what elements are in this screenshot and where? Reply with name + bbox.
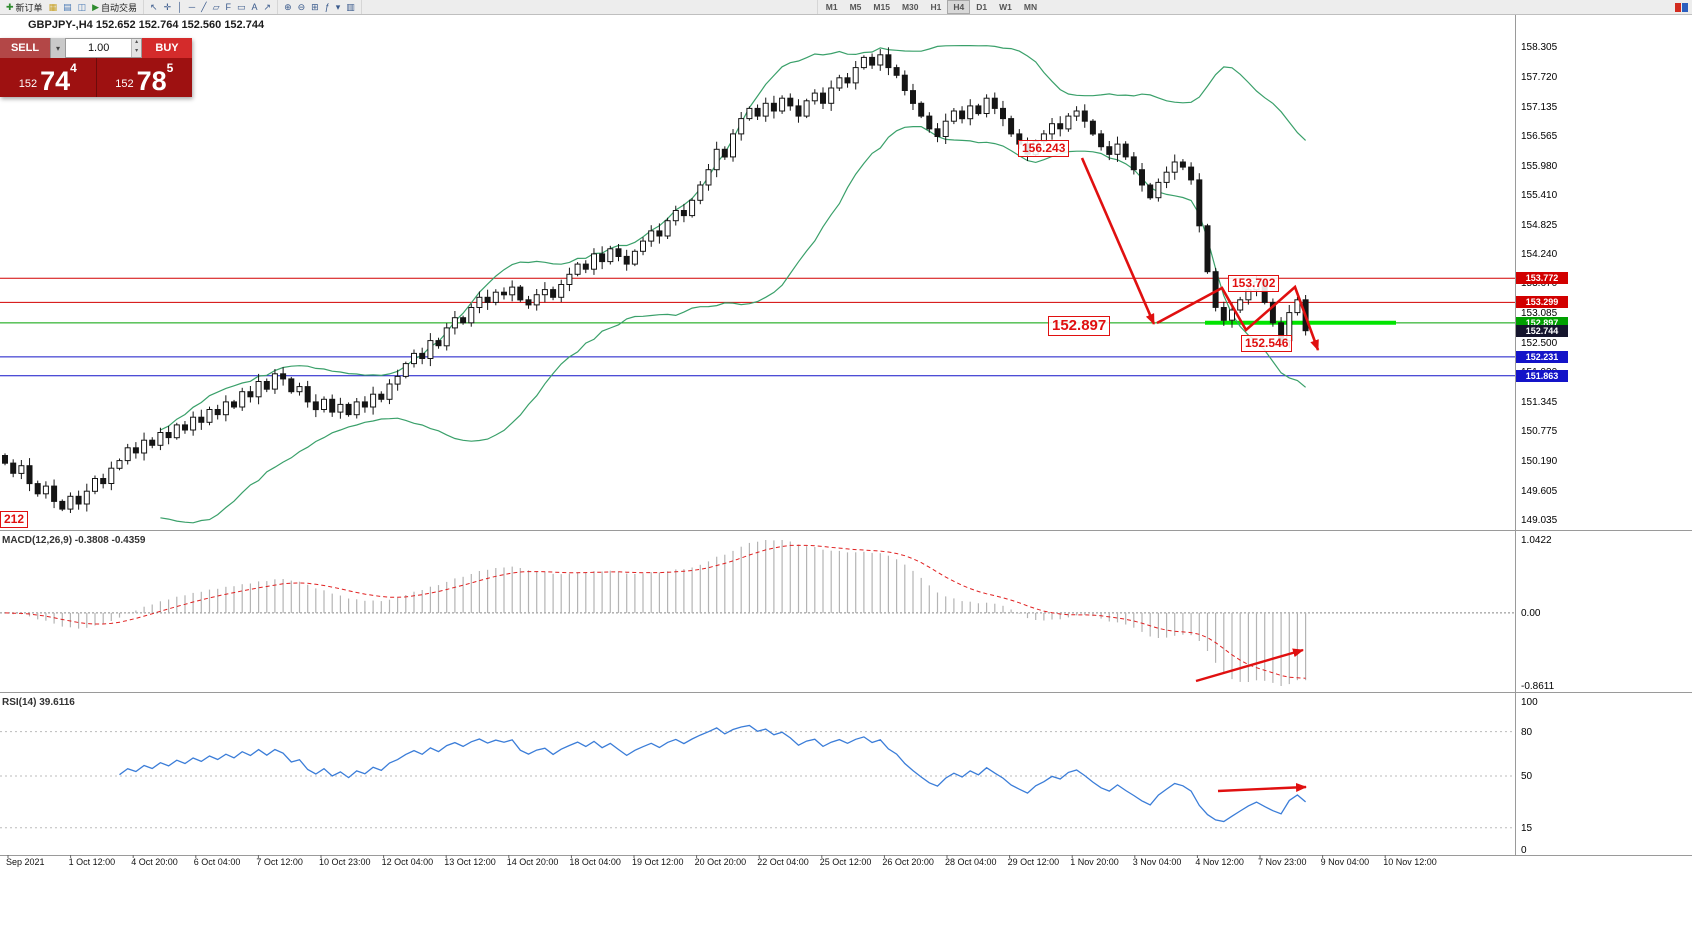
macd-trend-arrow[interactable] [1195,648,1304,683]
fibonacci-icon[interactable]: F [223,1,235,14]
auto-trading-label: 自动交易 [101,2,138,13]
timeframe-m15[interactable]: M15 [873,2,890,12]
rsi-line [119,724,1307,823]
zoom-in-icon: ⊕ [284,1,292,12]
chart-title: GBPJPY-,H4 152.652 152.764 152.560 152.7… [28,19,265,31]
zoom-out-icon[interactable]: ⊖ [295,1,309,14]
sell-button-label: SELL [10,42,40,54]
volume-decrease-button[interactable]: ▾ [135,48,139,54]
profiles-icon: ▤ [63,1,72,12]
timeframe-mn[interactable]: MN [1023,2,1038,12]
buy-price-prefix: 152 [115,78,134,90]
timeframe-m1[interactable]: M1 [825,2,838,12]
macd-signal-line [4,544,1306,679]
arrow-tool-icon: ↗ [263,1,272,12]
trendline-icon[interactable]: ╱ [198,1,209,14]
timeframe-h4[interactable]: H4 [947,0,971,14]
market-watch-icon: ◫ [77,1,87,12]
indicators-icon: ƒ [324,1,330,12]
rsi-label: RSI(14) 39.6116 [2,697,75,708]
timeframe-toolbar: M1 M5 M15 M30 H1 H4 D1 W1 MN [816,0,1045,14]
horizontal-line-icon[interactable]: ─ [186,1,198,14]
volume-input[interactable] [66,39,132,57]
fibonacci-icon: F [225,1,232,12]
bollinger-lower-band [160,126,1306,524]
tile-windows-icon[interactable]: ⊞ [308,1,322,14]
buy-price-button[interactable]: 152 78 5 [97,58,193,97]
trend-arrow[interactable] [1080,157,1156,325]
candlestick-series [2,47,1309,513]
profiles-icon[interactable]: ▤ [60,1,75,14]
sell-price-pip: 4 [70,61,77,75]
one-click-trading-panel: SELL ▾ ▴ ▾ BUY 152 74 4 152 78 5 [0,38,192,97]
trend-arrow[interactable] [1156,284,1320,351]
vertical-line-icon[interactable]: │ [174,1,186,14]
zoom-in-icon[interactable]: ⊕ [281,1,295,14]
buy-button-label: BUY [155,42,179,54]
toolbar-button-groups: ✚ 新订单 ▦ ▤ ◫ ▶ 自动交易 ↖ ✛ │ ─ ╱ ▱ F ▭ A ↗ ⊕ ⊖ ⊞ ƒ ▾ ▥ [0,0,362,14]
arrow-tool-icon[interactable]: ↗ [261,1,275,14]
volume-field: ▴ ▾ [65,38,142,58]
new-order-label: 新订单 [15,2,43,13]
volume-increase-button[interactable]: ▴ [135,39,139,45]
indicators-icon[interactable]: ƒ [322,1,333,14]
equidistant-channel-icon: ▱ [212,1,220,12]
sell-price-prefix: 152 [18,78,38,90]
sell-price-big: 74 [40,66,71,96]
equidistant-channel-icon[interactable]: ▱ [210,1,223,14]
rsi-trend-arrow[interactable] [1217,782,1307,793]
timeframe-m5[interactable]: M5 [849,2,862,12]
main-toolbar: ✚ 新订单 ▦ ▤ ◫ ▶ 自动交易 ↖ ✛ │ ─ ╱ ▱ F ▭ A ↗ ⊕ ⊖ ⊞ ƒ ▾ ▥ M1 M5 M15 M30 H… [0,0,1692,15]
charts-grid-icon: ▦ [48,1,58,12]
toolbar-group: ✚ 新订单 ▦ ▤ ◫ ▶ 自动交易 [0,0,145,14]
trade-panel-top-row: SELL ▾ ▴ ▾ BUY [0,38,192,58]
chevron-down-icon: ▾ [55,43,60,53]
macd-plot[interactable] [0,540,1515,686]
cursor-icon[interactable]: ↖ [147,1,161,14]
vertical-line-icon: │ [177,1,183,12]
templates-icon[interactable]: ▥ [343,1,358,14]
zoom-out-icon: ⊖ [297,1,306,12]
text-label-icon[interactable]: A [249,1,261,14]
price-plot[interactable] [0,45,1515,524]
buy-price-pip: 5 [166,61,174,75]
crosshair-icon: ✛ [163,1,172,12]
metatrader-logo-icon [1675,2,1688,12]
new-order-icon: ✚ [6,1,14,12]
timeframe-d1[interactable]: D1 [976,2,988,12]
sell-price-button[interactable]: 152 74 4 [0,58,97,97]
rsi-plot[interactable] [0,724,1515,829]
new-order-button[interactable]: ✚ 新订单 [3,1,46,14]
horizontal-line-icon: ─ [188,1,196,12]
auto-trading-icon: ▶ [92,1,100,12]
templates-icon: ▥ [346,1,355,12]
timeframe-h1[interactable]: H1 [930,2,942,12]
trendline-icon: ╱ [201,1,207,12]
buy-price-big: 78 [136,66,167,96]
charts-grid-icon[interactable]: ▦ [46,1,61,14]
shapes-icon: ▭ [237,1,246,12]
crosshair-icon[interactable]: ✛ [161,1,175,14]
auto-trading-button[interactable]: ▶ 自动交易 [89,1,140,14]
bollinger-upper-band [160,45,1307,431]
text-label-icon: A [251,1,258,12]
buy-button[interactable]: BUY [142,38,192,58]
timeframe-w1[interactable]: W1 [999,2,1012,12]
periods-dropdown-icon: ▾ [335,1,341,12]
cursor-icon: ↖ [150,1,158,12]
timeframe-m30[interactable]: M30 [901,2,919,12]
trade-panel-price-row: 152 74 4 152 78 5 [0,58,192,97]
order-type-dropdown[interactable]: ▾ [50,38,65,58]
toolbar-group: ↖ ✛ │ ─ ╱ ▱ F ▭ A ↗ [144,0,279,14]
sell-button[interactable]: SELL [0,38,50,58]
macd-label: MACD(12,26,9) -0.3808 -0.4359 [2,535,146,546]
market-watch-icon[interactable]: ◫ [75,1,90,14]
toolbar-group: ⊕ ⊖ ⊞ ƒ ▾ ▥ [278,0,362,14]
periods-dropdown-icon[interactable]: ▾ [333,1,344,14]
tile-windows-icon: ⊞ [311,1,319,12]
shapes-icon[interactable]: ▭ [234,1,249,14]
volume-stepper: ▴ ▾ [131,39,141,57]
